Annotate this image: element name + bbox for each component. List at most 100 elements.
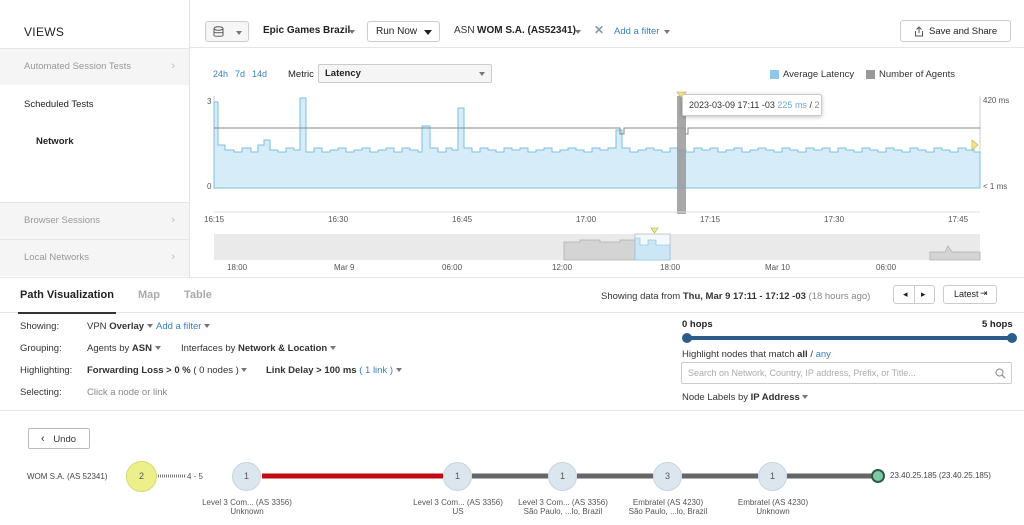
- showing-add-filter-text: Add a filter: [156, 321, 202, 332]
- sidebar-item-local-networks[interactable]: Local Networks ›: [0, 239, 189, 276]
- agent-group-node[interactable]: 2: [126, 461, 157, 492]
- x-tick-label: 17:00: [576, 215, 597, 224]
- add-filter-link[interactable]: Add a filter: [614, 26, 660, 37]
- showing-overlay-text: Overlay: [109, 321, 145, 332]
- highlight-forwarding-loss[interactable]: Forwarding Loss > 0 % ( 0 nodes ): [87, 365, 248, 376]
- share-icon: [915, 26, 923, 37]
- hops-slider-min-handle[interactable]: [682, 333, 692, 343]
- skip-to-end-icon: ⇥: [980, 288, 988, 298]
- agents-line: [214, 127, 980, 135]
- showing-label: Showing:: [20, 321, 60, 332]
- node-labels-select[interactable]: Node Labels by IP Address: [682, 392, 809, 403]
- showing-ago: (18 hours ago): [808, 291, 871, 302]
- selected-time-bar[interactable]: [677, 96, 686, 214]
- metric-label: Metric: [288, 69, 314, 80]
- node-location: US: [452, 507, 464, 516]
- sidebar-item-label: Local Networks: [24, 252, 89, 263]
- node-network: Level 3 Com... (AS 3356): [202, 498, 292, 507]
- remove-filter-icon[interactable]: ✕: [594, 23, 605, 37]
- tab-path-visualization[interactable]: Path Visualization: [20, 289, 114, 301]
- tab-table[interactable]: Table: [184, 289, 212, 301]
- grouping-interfaces-select[interactable]: Interfaces by Network & Location: [181, 343, 336, 354]
- latency-chart[interactable]: 3 0 420 ms < 1 ms 16:15 16:30 16:45 17:0…: [190, 90, 1024, 276]
- data-source-button[interactable]: [205, 21, 249, 42]
- latest-button[interactable]: Latest ⇥: [943, 285, 997, 304]
- chevron-down-icon: [424, 30, 432, 35]
- sidebar-item-automated-session-tests[interactable]: Automated Session Tests ›: [0, 48, 189, 85]
- highlight-link-count[interactable]: ( 1 link ): [359, 365, 394, 376]
- overview-area-end: [929, 245, 981, 261]
- chevron-left-icon: ‹: [41, 433, 45, 445]
- y-right-bottom-label: < 1 ms: [983, 182, 1007, 191]
- metric-select[interactable]: Latency: [318, 64, 492, 83]
- node-count: 1: [559, 471, 565, 481]
- undo-button[interactable]: ‹ Undo: [28, 428, 90, 449]
- chevron-down-icon[interactable]: [664, 30, 670, 34]
- path-node[interactable]: 3: [653, 462, 682, 491]
- chevron-down-icon: [154, 346, 161, 351]
- destination-node[interactable]: [871, 469, 885, 483]
- legend-label-latency: Average Latency: [783, 69, 855, 80]
- chevron-down-icon[interactable]: [349, 30, 355, 34]
- node-count: 1: [243, 471, 249, 481]
- showing-prefix: Showing data from: [601, 291, 681, 302]
- tooltip-sep: /: [809, 100, 812, 110]
- latest-label: Latest: [954, 289, 979, 299]
- showing-vpn[interactable]: VPN Overlay: [87, 321, 153, 332]
- node-location: São Paulo, ...lo, Brazil: [523, 507, 603, 516]
- highlight-match-all[interactable]: all: [797, 349, 808, 360]
- overview-tick-label: 18:00: [227, 263, 248, 272]
- tooltip-agents: 2: [814, 100, 820, 110]
- range-24h-link[interactable]: 24h: [213, 69, 229, 79]
- grouping-agents-select[interactable]: Agents by ASN: [87, 343, 161, 354]
- path-links: [156, 473, 872, 479]
- range-7d-link[interactable]: 7d: [235, 69, 246, 79]
- sidebar-item-label: Browser Sessions: [24, 215, 101, 226]
- hop-range-label: 4 - 5: [187, 472, 204, 481]
- path-node[interactable]: 1: [232, 462, 261, 491]
- highlight-match-any[interactable]: any: [815, 349, 831, 360]
- chevron-down-icon: [236, 31, 242, 35]
- views-sidebar: VIEWS Automated Session Tests › Schedule…: [0, 0, 190, 277]
- highlight-link-delay[interactable]: Link Delay > 100 ms ( 1 link ): [266, 365, 402, 376]
- x-tick-label: 16:45: [452, 215, 473, 224]
- legend-swatch-latency: [770, 70, 779, 79]
- run-now-button[interactable]: Run Now: [367, 21, 440, 42]
- source-agent-label: WOM S.A. (AS 52341): [27, 472, 108, 481]
- highlight-match-prefix: Highlight nodes that match: [682, 349, 795, 360]
- chevron-down-icon[interactable]: [575, 30, 581, 34]
- sidebar-item-scheduled-tests[interactable]: Scheduled Tests: [24, 99, 94, 110]
- chevron-down-icon: [479, 72, 485, 76]
- hops-slider-max-handle[interactable]: [1007, 333, 1017, 343]
- sidebar-item-network[interactable]: Network: [36, 136, 74, 147]
- node-count: 1: [454, 471, 460, 481]
- test-name[interactable]: Epic Games Brazil: [263, 25, 351, 36]
- tooltip-time: 2023-03-09 17:11 -03: [689, 100, 775, 110]
- tab-map[interactable]: Map: [138, 289, 160, 301]
- active-tab-underline: [18, 312, 116, 314]
- sidebar-item-browser-sessions[interactable]: Browser Sessions ›: [0, 202, 189, 239]
- path-node[interactable]: 1: [758, 462, 787, 491]
- highlighting-label: Highlighting:: [20, 365, 73, 376]
- save-share-button[interactable]: Save and Share: [900, 20, 1011, 42]
- showing-data-range: Showing data from Thu, Mar 9 17:11 - 17:…: [601, 291, 870, 302]
- search-icon: [995, 368, 1006, 379]
- overview-tick-label: Mar 9: [334, 263, 355, 272]
- previous-icon[interactable]: ◂: [903, 289, 908, 299]
- range-14d-link[interactable]: 14d: [252, 69, 268, 79]
- path-node[interactable]: 1: [548, 462, 577, 491]
- showing-add-filter-link[interactable]: Add a filter: [156, 321, 211, 332]
- asn-filter-prefix: ASN: [454, 25, 475, 36]
- chevron-down-icon: [395, 368, 402, 373]
- path-node[interactable]: 1: [443, 462, 472, 491]
- hops-max-label: 5 hops: [982, 319, 1013, 330]
- overview-tick-label: 06:00: [876, 263, 897, 272]
- latency-area: [213, 97, 981, 189]
- next-icon[interactable]: ▸: [921, 289, 926, 299]
- chevron-right-icon: ›: [171, 60, 175, 72]
- node-search-input[interactable]: Search on Network, Country, IP address, …: [681, 362, 1012, 384]
- highlight-fwd-nodes: ( 0 nodes ): [193, 365, 239, 376]
- y-left-top-label: 3: [207, 97, 212, 106]
- x-tick-label: 17:30: [824, 215, 845, 224]
- asn-filter-value[interactable]: WOM S.A. (AS52341): [477, 25, 576, 36]
